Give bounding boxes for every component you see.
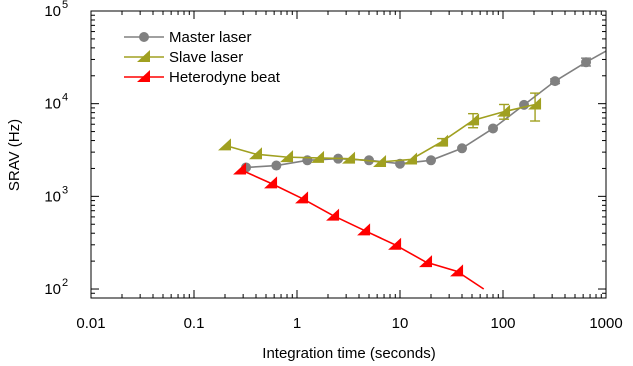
data-point	[457, 143, 468, 154]
series-line	[224, 103, 536, 163]
data-point	[450, 264, 464, 277]
data-point	[264, 176, 278, 189]
y-tick-label: 10	[44, 188, 61, 205]
y-tick-label-exponent: 3	[62, 184, 68, 196]
data-point	[419, 255, 433, 268]
x-tick-label: 0.1	[184, 315, 205, 332]
series-layer	[218, 50, 607, 290]
legend-label: Master laser	[169, 29, 252, 46]
data-point	[426, 155, 437, 166]
plot-frame	[90, 10, 607, 299]
legend-entry: Heterodyne beat	[124, 69, 281, 86]
data-point	[342, 151, 356, 164]
data-point	[497, 104, 511, 117]
y-axis-label: SRAV (Hz)	[6, 119, 23, 191]
legend-marker	[137, 50, 150, 62]
data-point	[528, 97, 542, 110]
series-slave-laser	[218, 92, 542, 167]
data-point	[404, 152, 418, 165]
series-heterodyne-beat	[233, 162, 485, 290]
data-point	[357, 223, 371, 236]
y-tick-label-exponent: 2	[62, 277, 68, 289]
data-point	[326, 208, 340, 221]
data-point	[295, 191, 309, 204]
ticks-layer	[90, 11, 606, 299]
data-point	[581, 57, 592, 68]
legend-label: Heterodyne beat	[169, 69, 281, 86]
x-tick-label: 1000	[589, 315, 622, 332]
data-point	[388, 237, 402, 250]
x-tick-label: 0.01	[76, 315, 105, 332]
x-axis-label: Integration time (seconds)	[262, 345, 435, 362]
legend-entry: Slave laser	[124, 49, 243, 66]
data-point	[218, 138, 232, 151]
legend-marker	[137, 70, 150, 82]
data-point	[435, 134, 449, 147]
x-tick-label: 1	[293, 315, 301, 332]
legend-label: Slave laser	[169, 49, 243, 66]
data-point	[311, 150, 325, 163]
series-master-laser	[241, 50, 607, 173]
y-tick-label-exponent: 4	[62, 92, 68, 104]
legend-entry: Master laser	[124, 29, 252, 46]
y-tick-label: 10	[44, 281, 61, 298]
data-point	[550, 76, 561, 87]
data-point	[373, 154, 387, 167]
legend: Master laser Slave laser Heterodyne beat	[124, 29, 281, 86]
y-tick-label: 10	[44, 96, 61, 113]
y-tick-label-exponent: 5	[62, 0, 68, 11]
data-point	[271, 160, 282, 171]
x-tick-label: 100	[490, 315, 515, 332]
data-point	[488, 123, 499, 134]
x-tick-label: 10	[392, 315, 409, 332]
data-point	[233, 162, 247, 175]
data-point	[280, 150, 294, 163]
y-tick-label: 10	[44, 3, 61, 20]
data-point	[249, 147, 263, 160]
data-point	[466, 113, 480, 126]
legend-marker	[139, 32, 149, 42]
